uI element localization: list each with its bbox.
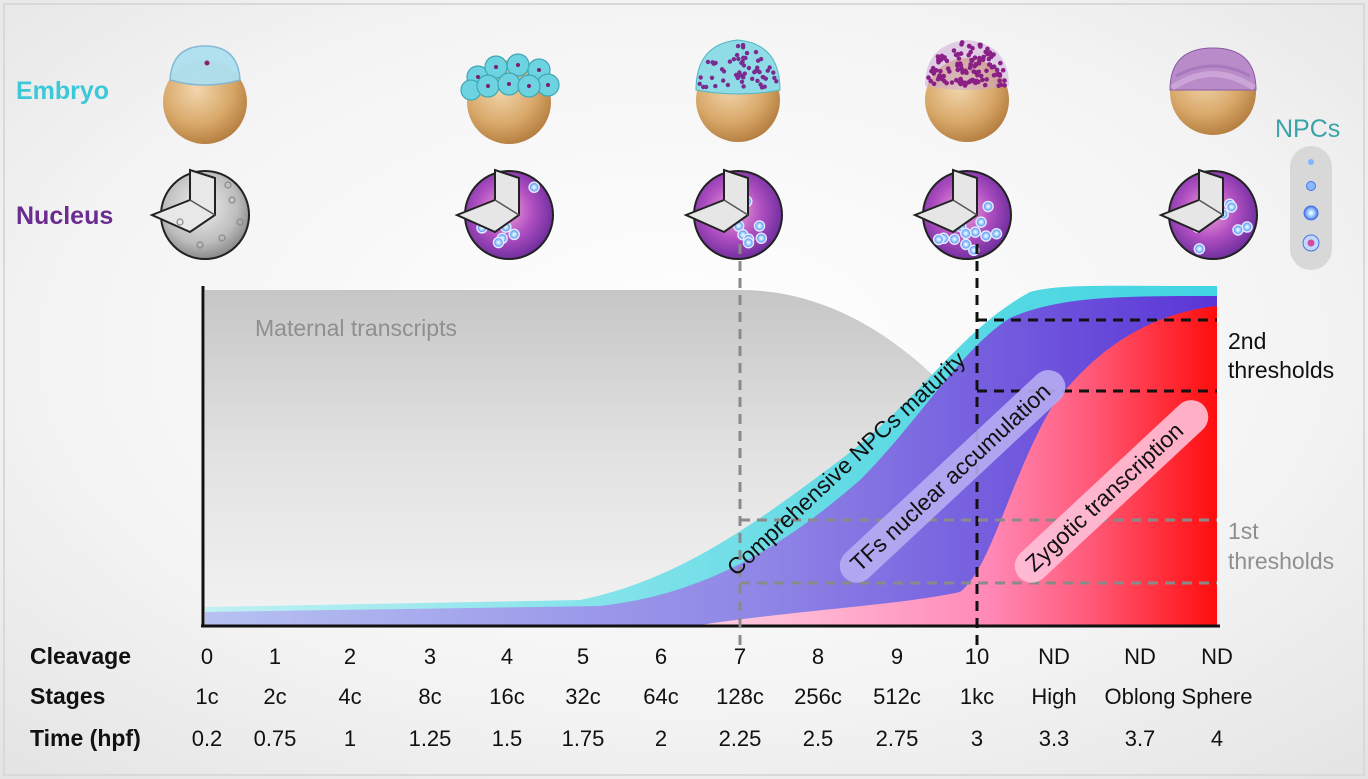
second-thresholds-label-1: 2nd: [1228, 328, 1266, 354]
tf-accumulation-area: [205, 296, 1217, 625]
time-value-7: 2.25: [719, 726, 762, 751]
time-value-9: 2.75: [876, 726, 919, 751]
time-value-11: 3.3: [1039, 726, 1070, 751]
zygotic-area: [700, 306, 1217, 625]
stage-value-6: 64c: [643, 684, 678, 709]
cleavage-values: 0 1 2 3 4 5 6 7 8 9 10 ND ND ND: [201, 644, 1233, 669]
time-value-12: 3.7: [1125, 726, 1156, 751]
stage-value-1: 2c: [263, 684, 286, 709]
npc-legend: [1290, 146, 1332, 270]
embryo-128c-icon: [695, 39, 781, 142]
cleavage-value-5: 5: [577, 644, 589, 669]
time-value-2: 1: [344, 726, 356, 751]
cleavage-value-6: 6: [655, 644, 667, 669]
nucleus-1c-icon: [149, 168, 250, 260]
npcs-label: NPCs: [1275, 115, 1340, 143]
nucleus-sphere-icon: [1158, 168, 1258, 260]
stage-value-0: 1c: [195, 684, 218, 709]
time-value-10: 3: [971, 726, 983, 751]
embryo-label: Embryo: [16, 77, 109, 105]
cleavage-value-0: 0: [201, 644, 213, 669]
nucleus-row: [149, 168, 1258, 260]
embryo-1c-icon: [163, 45, 247, 144]
curve-plot: Comprehensive NPCs maturity TFs nuclear …: [201, 244, 1220, 650]
time-value-3: 1.25: [409, 726, 452, 751]
stage-value-3: 8c: [418, 684, 441, 709]
stage-value-2: 4c: [338, 684, 361, 709]
stages-values: 1c 2c 4c 8c 16c 32c 64c 128c 256c 512c 1kc High Oblo…: [195, 684, 1252, 709]
cleavage-value-8: 8: [812, 644, 824, 669]
time-row-label: Time (hpf): [30, 725, 141, 751]
nucleus-16c-icon: [454, 168, 554, 260]
stages-row-label: Stages: [30, 683, 105, 709]
stage-value-7: 128c: [716, 684, 764, 709]
embryo-1kc-icon: [925, 40, 1009, 142]
time-value-5: 1.75: [562, 726, 605, 751]
stage-value-8: 256c: [794, 684, 842, 709]
embryo-16c-icon: [460, 53, 560, 144]
time-value-13: 4: [1211, 726, 1223, 751]
maternal-label: Maternal transcripts: [255, 315, 457, 341]
nucleus-label: Nucleus: [16, 202, 113, 230]
nucleus-128c-icon: [683, 168, 783, 260]
embryo-row: [163, 39, 1257, 144]
cleavage-value-9: 9: [891, 644, 903, 669]
stage-value-11: High: [1031, 684, 1076, 709]
first-thresholds-label-1: 1st: [1228, 518, 1259, 544]
cleavage-value-3: 3: [424, 644, 436, 669]
stage-value-10: 1kc: [960, 684, 994, 709]
cleavage-value-12: ND: [1124, 644, 1156, 669]
cleavage-value-10: 10: [965, 644, 989, 669]
stage-value-9: 512c: [873, 684, 921, 709]
cleavage-row-label: Cleavage: [30, 643, 131, 669]
time-value-8: 2.5: [803, 726, 834, 751]
stage-value-13: Sphere: [1182, 684, 1253, 709]
cleavage-value-13: ND: [1201, 644, 1233, 669]
stage-value-4: 16c: [489, 684, 524, 709]
time-values: 0.2 0.75 1 1.25 1.5 1.75 2 2.25 2.5 2.75 3 3.3 3.7 4: [192, 726, 1223, 751]
cleavage-value-11: ND: [1038, 644, 1070, 669]
stage-value-5: 32c: [565, 684, 600, 709]
cleavage-value-4: 4: [501, 644, 513, 669]
time-value-0: 0.2: [192, 726, 223, 751]
embryo-sphere-icon: [1169, 47, 1257, 135]
nucleus-1kc-icon: [912, 168, 1012, 260]
frame: [3, 3, 1365, 776]
cleavage-value-7: 7: [734, 644, 746, 669]
stage-value-12: Oblong: [1105, 684, 1176, 709]
time-value-1: 0.75: [254, 726, 297, 751]
time-value-6: 2: [655, 726, 667, 751]
first-thresholds-label-2: thresholds: [1228, 548, 1334, 574]
cleavage-value-2: 2: [344, 644, 356, 669]
second-thresholds-label-2: thresholds: [1228, 357, 1334, 383]
cleavage-value-1: 1: [269, 644, 281, 669]
time-value-4: 1.5: [492, 726, 523, 751]
